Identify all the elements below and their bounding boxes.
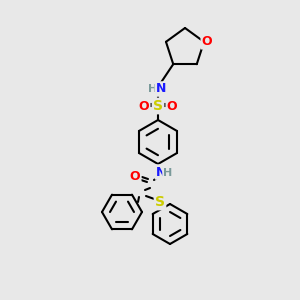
Text: O: O: [139, 100, 149, 112]
Text: H: H: [148, 84, 158, 94]
Text: N: N: [156, 166, 166, 178]
Text: N: N: [156, 82, 166, 95]
Text: O: O: [167, 100, 177, 112]
Text: S: S: [155, 195, 165, 209]
Text: O: O: [130, 170, 140, 184]
Text: O: O: [202, 35, 212, 48]
Text: H: H: [164, 168, 172, 178]
Text: S: S: [153, 99, 163, 113]
